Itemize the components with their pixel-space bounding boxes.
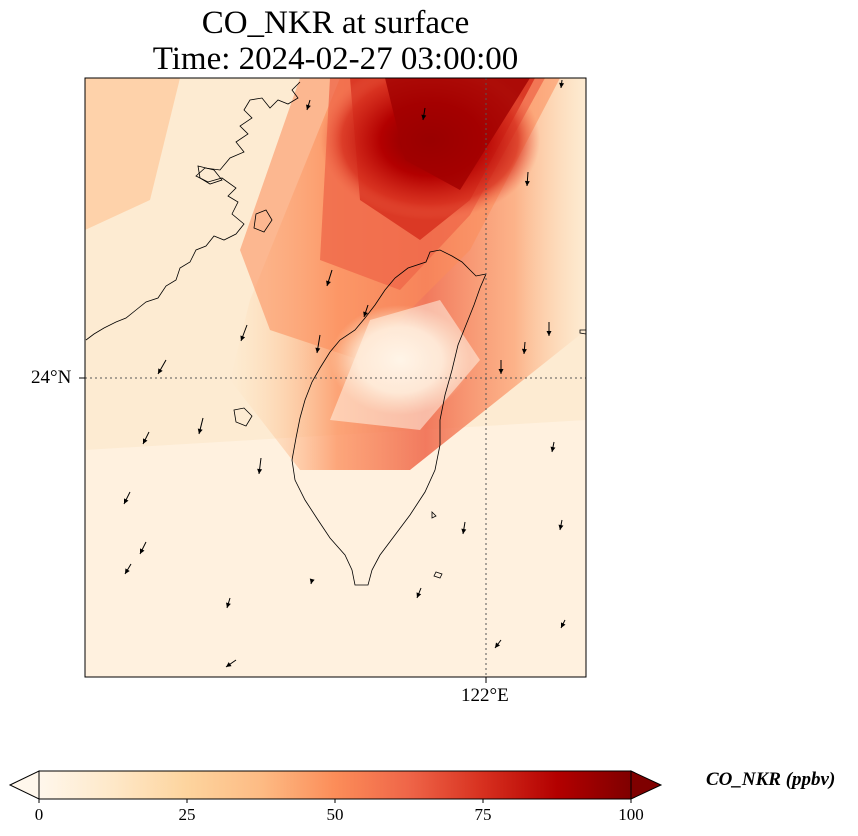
- island-coastline: [431, 511, 437, 519]
- lon-tick-label: 122°E: [461, 685, 509, 706]
- wind-vector-head: [416, 592, 422, 598]
- colorbar: [8, 770, 663, 803]
- wind-vector-head: [226, 602, 231, 608]
- island-coastline: [197, 165, 223, 185]
- wind-vector-head: [240, 335, 246, 341]
- mainland-coastline: [85, 81, 301, 341]
- wind-vector-head: [461, 528, 467, 534]
- wind-vector-head: [561, 622, 566, 628]
- colorbar-extend-min: [8, 770, 40, 800]
- wind-vector-head: [326, 280, 331, 286]
- wind-vector-head: [158, 368, 163, 374]
- wind-vector-head: [226, 662, 232, 667]
- wind-vector-head: [125, 568, 130, 574]
- wind-vectors: [123, 79, 566, 668]
- wind-vector-head: [306, 104, 311, 110]
- colorbar-tick-label: 0: [34, 805, 44, 824]
- wind-vector-head: [257, 468, 263, 474]
- wind-vector-head: [124, 498, 129, 504]
- island-coastline: [579, 329, 586, 335]
- wind-vector-head: [421, 114, 427, 120]
- wind-vector-head: [524, 180, 530, 186]
- wind-vector-head: [309, 578, 315, 584]
- colorbar-body: [38, 770, 632, 800]
- wind-vector-head: [143, 438, 148, 444]
- wind-vector-head: [558, 524, 564, 530]
- map-panel: [79, 77, 587, 683]
- wind-vector-head: [363, 311, 368, 317]
- wind-vector-head: [140, 548, 145, 554]
- lat-tick-label: 24°N: [31, 367, 72, 388]
- colorbar-extend-max: [630, 770, 663, 800]
- wind-vector-head: [546, 331, 552, 336]
- coastlines: [85, 81, 586, 586]
- wind-vector-head: [559, 82, 565, 88]
- taiwan-coastline: [291, 249, 487, 586]
- wind-vector-head: [521, 348, 527, 354]
- island-coastline: [433, 571, 443, 579]
- island-coastline: [233, 407, 253, 427]
- wind-vector-head: [197, 428, 203, 434]
- wind-vector-head: [495, 642, 500, 648]
- concentration-field: [85, 78, 586, 677]
- island-coastline: [253, 209, 273, 233]
- title-line-2: Time: 2024-02-27 03:00:00: [152, 41, 519, 77]
- graticule: [85, 78, 586, 677]
- colorbar-tick-marks: [38, 799, 632, 803]
- colorbar-tick-label: 50: [326, 805, 344, 824]
- colorbar-tick-label: 100: [618, 805, 644, 824]
- colorbar-tick-label: 75: [474, 805, 492, 824]
- colorbar-tick-label: 25: [178, 805, 196, 824]
- wind-vector-head: [498, 369, 504, 374]
- wind-vector-head: [550, 446, 556, 452]
- title-line-1: CO_NKR at surface: [201, 5, 470, 41]
- colorbar-label: CO_NKR (ppbv): [706, 769, 836, 790]
- wind-vector-head: [315, 347, 321, 353]
